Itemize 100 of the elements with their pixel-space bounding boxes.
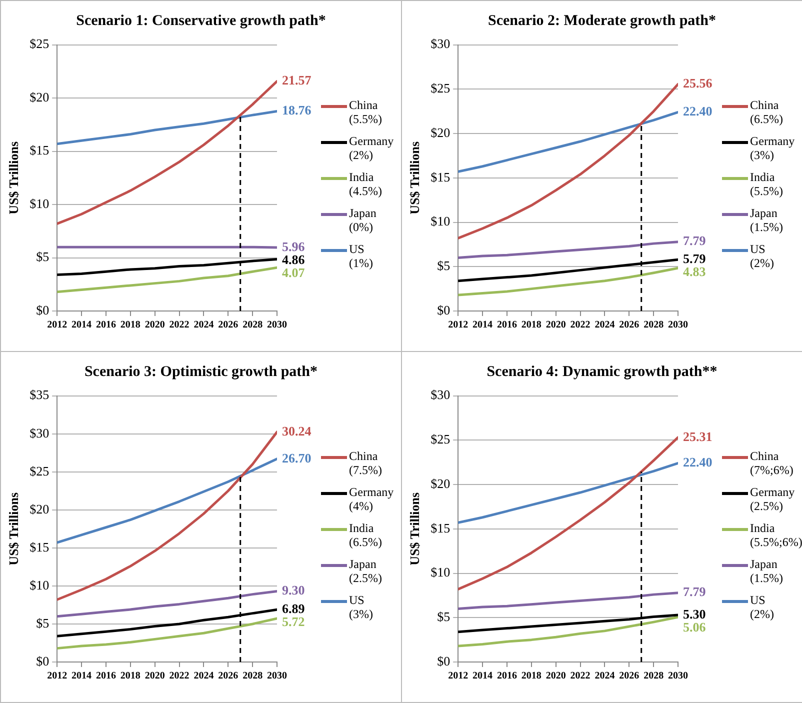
x-tick-label: 2014	[72, 670, 92, 682]
y-tick-label: $0	[437, 302, 450, 318]
data-label: 5.96	[282, 238, 306, 254]
x-tick-label: 2030	[267, 320, 287, 331]
x-tick-label: 2024	[194, 670, 214, 682]
x-tick-label: 2020	[546, 670, 566, 682]
data-label: 5.72	[282, 614, 305, 629]
x-tick-label: 2026	[619, 320, 640, 331]
x-tick-label: 2018	[120, 320, 140, 331]
x-tick-label: 2018	[120, 670, 140, 682]
y-tick-label: $25	[30, 36, 50, 52]
x-tick-label: 2016	[96, 320, 116, 331]
data-label: 9.30	[282, 582, 305, 598]
data-label: 4.83	[683, 264, 706, 279]
y-tick-label: $15	[430, 520, 450, 536]
y-tick-label: $10	[430, 214, 450, 229]
x-tick-label: 2020	[546, 320, 566, 331]
chart-title: Scenario 1: Conservative growth path*	[75, 12, 327, 31]
x-tick-label: 2028	[242, 320, 263, 331]
x-tick-label: 2016	[496, 320, 517, 331]
x-tick-label: 2024	[194, 320, 214, 331]
y-tick-label: $5	[36, 249, 50, 264]
y-tick-label: $15	[30, 142, 50, 158]
y-tick-label: $5	[437, 609, 450, 624]
y-tick-label: $20	[430, 124, 450, 140]
legend-label: US (2%)	[750, 593, 775, 621]
x-tick-label: 2026	[619, 670, 640, 682]
legend-label: India (6.5%)	[349, 521, 383, 549]
legend-label: US (2%)	[750, 242, 775, 270]
data-label: 22.40	[683, 454, 712, 470]
data-label: 5.30	[683, 606, 706, 622]
data-label: 25.56	[683, 76, 713, 91]
y-tick-label: $0	[36, 653, 50, 668]
legend-label: US (3%)	[349, 593, 374, 621]
data-label: 22.40	[683, 104, 712, 119]
y-tick-label: $10	[30, 196, 50, 211]
data-label: 26.70	[282, 450, 312, 466]
y-axis-title: US$ Trillions	[407, 492, 422, 566]
legend-label: US (1%)	[349, 242, 374, 270]
x-tick-label: 2026	[218, 320, 238, 331]
x-tick-label: 2028	[644, 320, 664, 331]
legend-label: Japan (2.5%)	[349, 557, 383, 585]
data-label: 5.06	[683, 619, 706, 634]
data-label: 30.24	[282, 423, 312, 438]
x-tick-label: 2030	[668, 320, 688, 331]
legend-label: India (5.5%;6%)	[750, 521, 802, 549]
legend-label: Germany (2%)	[349, 134, 394, 162]
y-tick-label: $0	[437, 653, 450, 668]
x-tick-label: 2020	[144, 320, 165, 331]
x-tick-label: 2022	[570, 320, 590, 331]
y-tick-label: $30	[30, 425, 50, 440]
y-tick-label: $20	[430, 476, 450, 491]
y-axis-title: US$ Trillions	[6, 492, 22, 566]
y-tick-label: $25	[30, 463, 50, 478]
x-tick-label: 2016	[496, 670, 517, 682]
y-tick-label: $30	[430, 387, 450, 402]
y-tick-label: $15	[430, 169, 450, 184]
legend-label: China (6.5%)	[750, 98, 784, 126]
y-tick-label: $30	[430, 36, 450, 52]
legend-label: India (4.5%)	[349, 170, 383, 198]
y-axis-title: US$ Trillions	[407, 141, 422, 214]
y-tick-label: $5	[36, 615, 50, 630]
legend-label: China (7%;6%)	[750, 449, 794, 477]
y-tick-label: $20	[30, 89, 50, 104]
data-label: 7.79	[683, 233, 706, 248]
y-tick-label: $20	[30, 501, 50, 516]
legend-label: Germany (2.5%)	[750, 485, 795, 513]
x-tick-label: 2030	[668, 670, 688, 682]
legend-label: China (7.5%)	[349, 449, 383, 477]
x-tick-label: 2012	[47, 670, 68, 682]
x-tick-label: 2014	[472, 670, 493, 682]
data-label: 4.07	[282, 264, 306, 280]
x-tick-label: 2018	[521, 320, 542, 331]
data-label: 25.31	[683, 428, 712, 444]
x-tick-label: 2016	[96, 670, 116, 682]
x-tick-label: 2024	[594, 670, 615, 682]
legend-label: Germany (3%)	[750, 134, 795, 162]
x-tick-label: 2022	[570, 670, 590, 682]
y-tick-label: $10	[30, 577, 50, 592]
x-tick-label: 2012	[47, 320, 68, 331]
data-label: 7.79	[683, 584, 706, 600]
data-label: 21.57	[282, 72, 312, 88]
data-label: 6.89	[282, 600, 306, 616]
chart-title: Scenario 3: Optimistic growth path*	[83, 363, 319, 382]
x-tick-label: 2022	[169, 670, 190, 682]
data-label: 18.76	[282, 102, 312, 118]
x-tick-label: 2022	[169, 320, 190, 331]
x-tick-label: 2012	[448, 670, 468, 682]
legend-label: Japan (1.5%)	[750, 557, 784, 585]
chart-title: Scenario 2: Moderate growth path*	[486, 12, 718, 31]
y-tick-label: $5	[437, 258, 450, 274]
y-tick-label: $10	[430, 564, 450, 580]
x-tick-label: 2026	[218, 670, 238, 682]
legend-label: Japan (0%)	[349, 206, 378, 234]
x-tick-label: 2028	[644, 670, 664, 682]
legend-label: India (5.5%)	[750, 170, 784, 198]
y-tick-label: $25	[430, 432, 450, 447]
x-tick-label: 2014	[472, 320, 493, 331]
x-tick-label: 2020	[144, 670, 165, 682]
x-tick-label: 2024	[594, 320, 615, 331]
